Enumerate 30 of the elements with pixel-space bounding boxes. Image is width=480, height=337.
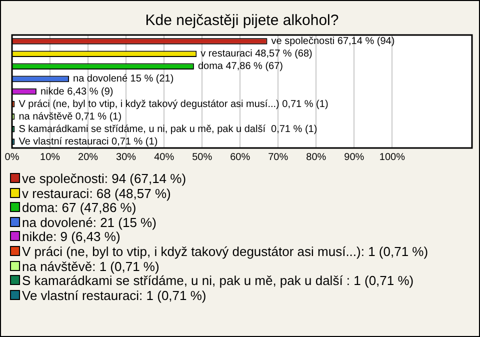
legend-label: V práci (ne, byl to vtip, i když takový degustátor asi musí...): 1 (0,71 %) [21, 244, 428, 260]
legend-label: S kamarádkami se střídáme, u ni, pak u mě, pak u další : 1 (0,71 %) [21, 273, 415, 289]
data-label: Ve vlastní restauraci 0,71 % (1) [18, 136, 158, 148]
x-tick-label: 100% [379, 152, 406, 163]
data-label: ve společnosti 67,14 % (94) [271, 36, 395, 48]
x-tick-label: 40% [154, 152, 174, 163]
data-label: nikde 6,43 % (9) [40, 86, 114, 98]
x-tick-label: 10% [40, 152, 60, 163]
x-tick-label: 30% [116, 152, 136, 163]
x-tick-label: 80% [306, 152, 326, 163]
chart-title: Kde nejčastěji pijete alkohol? [145, 12, 339, 30]
data-label: na dovolené 15 % (21) [73, 74, 174, 85]
data-label: V práci (ne, byl to vtip, i když takový degustátor asi musí...) 0,71 % (1) [18, 98, 328, 110]
x-tick-label: 90% [344, 152, 364, 163]
x-tick-label: 0% [4, 152, 20, 163]
legend-label: doma: 67 (47,86 %) [21, 200, 136, 216]
legend-label: nikde: 9 (6,43 %) [21, 229, 120, 245]
x-tick-label: 60% [230, 152, 250, 163]
data-label: na návštěvě 0,71 % (1) [18, 111, 122, 122]
x-tick-label: 50% [192, 152, 212, 163]
data-label: S kamarádkami se střídáme, u ni, pak u mě, pak u další 0,71 % (1) [18, 124, 318, 135]
data-label: v restauraci 48,57 % (68) [200, 48, 312, 60]
legend-label: v restauraci: 68 (48,57 %) [21, 186, 171, 202]
legend-label: na návštěvě: 1 (0,71 %) [21, 258, 160, 274]
x-tick-label: 20% [78, 152, 98, 163]
legend-label: ve společnosti: 94 (67,14 %) [21, 171, 188, 187]
legend-label: na dovolené: 21 (15 %) [21, 214, 158, 230]
x-tick-label: 70% [268, 152, 288, 163]
legend-label: Ve vlastní restauraci: 1 (0,71 %) [21, 288, 208, 304]
data-label: doma 47,86 % (67) [198, 61, 284, 72]
